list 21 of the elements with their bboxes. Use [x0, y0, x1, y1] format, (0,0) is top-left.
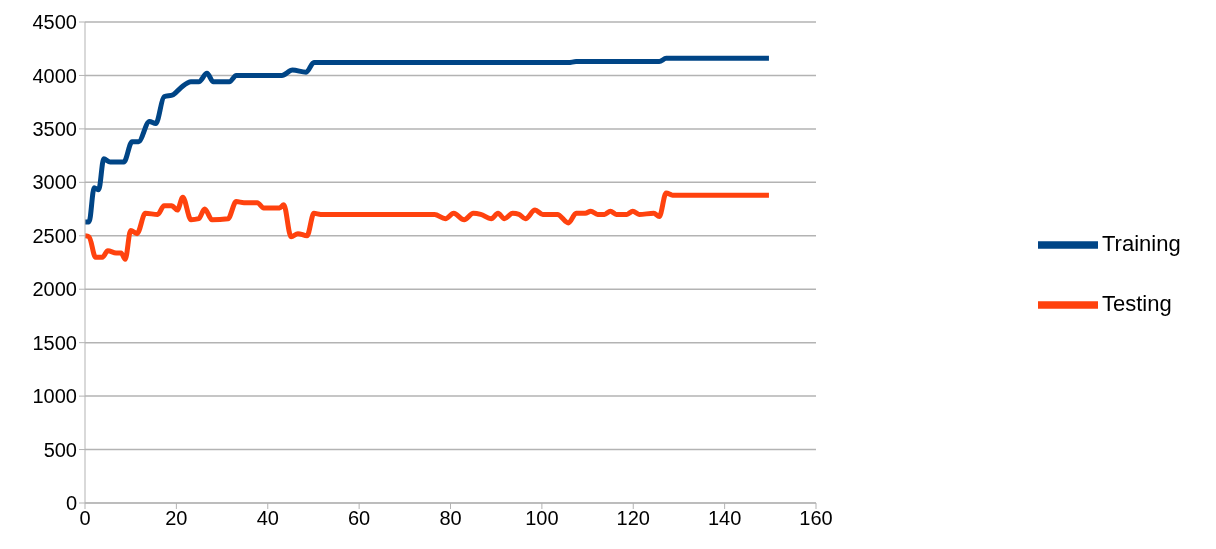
x-tick-label: 40 — [256, 507, 279, 530]
y-tick-label: 500 — [43, 438, 77, 461]
x-tick-label: 20 — [165, 507, 188, 530]
y-tick-label: 4500 — [32, 11, 77, 34]
y-tick-label: 0 — [65, 492, 77, 515]
y-tick-label: 2500 — [32, 224, 77, 247]
x-tick-label: 120 — [616, 507, 650, 530]
legend-label: Training — [1102, 230, 1181, 256]
x-tick-label: 80 — [439, 507, 462, 530]
y-tick-label: 3500 — [32, 117, 77, 140]
x-tick-label: 160 — [799, 507, 833, 530]
x-tick-label: 140 — [707, 507, 742, 530]
legend-label: Testing — [1102, 290, 1172, 316]
y-tick-label: 1000 — [32, 385, 77, 408]
y-tick-label: 4000 — [32, 64, 77, 87]
x-tick-label: 60 — [348, 507, 371, 530]
x-tick-label: 100 — [525, 507, 559, 530]
y-tick-label: 1500 — [32, 331, 77, 354]
x-tick-label: 0 — [79, 507, 91, 530]
y-tick-label: 3000 — [32, 171, 77, 194]
y-tick-label: 2000 — [32, 278, 77, 301]
